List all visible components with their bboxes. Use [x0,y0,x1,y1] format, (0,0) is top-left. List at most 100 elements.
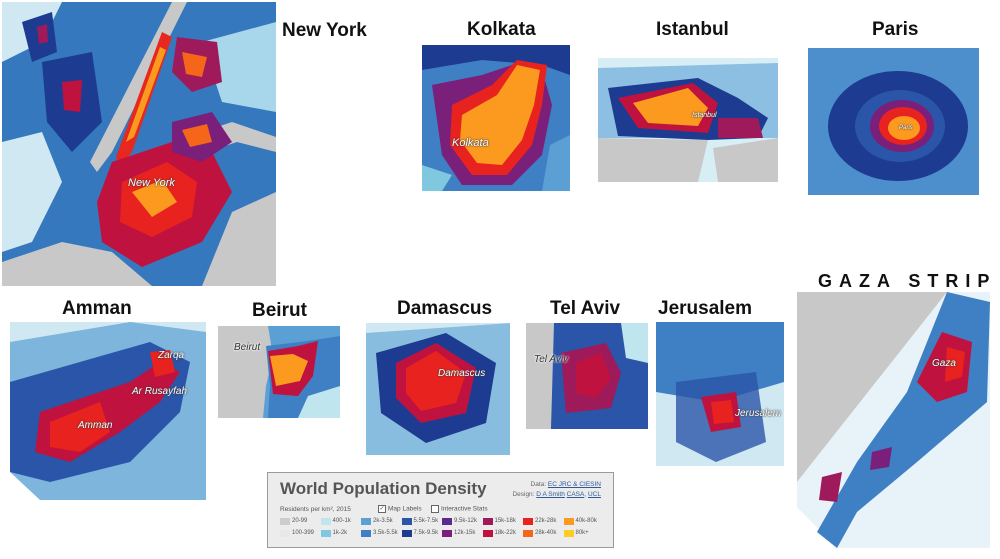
legend-class-2: 400-1k [320,518,351,525]
legend-swatch [320,518,331,525]
map-label-amman: Amman [78,420,113,431]
beirut-density-svg [218,326,340,418]
legend-class-label: 28k-40k [535,530,557,536]
map-label-paris: Paris [899,125,913,131]
legend-class-label: 80k+ [575,530,589,536]
legend-swatch [482,518,493,525]
map-label-damascus: Damascus [438,368,486,379]
title-kolkata: Kolkata [467,19,536,40]
tel-aviv-density-svg [526,323,648,429]
design-org1-link[interactable]: CASA [566,491,585,498]
paris-density-svg [808,48,979,195]
legend-class-8: 9.5k-12k [442,518,477,525]
legend-swatch [401,518,412,525]
title-tel-aviv: Tel Aviv [550,298,621,319]
legend-class-14: 40k-80k [563,518,597,525]
legend-class-label: 1k-2k [332,530,348,536]
legend-class-4: 2k-3.5k [361,518,393,525]
legend-class-9: 12k-15k [442,530,475,537]
legend-class-label: 100-399 [292,530,315,536]
map-label-jerusalem: Jerusalem [735,408,782,419]
interactive-stats-label: Interactive Stats [441,505,488,513]
legend-swatch [361,518,371,525]
legend-class-label: 40k-80k [575,518,597,524]
legend-class-label: 9.5k-12k [454,518,478,524]
map-gaza-strip[interactable] [797,292,990,548]
legend-class-1: 100-399 [280,530,314,537]
damascus-density-svg [366,323,510,455]
legend-swatch [280,518,290,525]
title-amman: Amman [62,298,132,319]
legend-class-6: 5.5k-7.5k [401,518,439,525]
map-label-istanbul: Istanbul [692,112,717,119]
map-tel-aviv[interactable] [526,323,648,429]
title-jerusalem: Jerusalem [658,298,753,319]
design-author-link[interactable]: D A Smith [536,491,565,498]
design-label: Design: [512,491,535,498]
map-new-york[interactable] [2,2,276,286]
title-damascus: Damascus [397,298,493,319]
checkbox-checked-icon: ✓ [378,505,386,513]
legend-swatch [442,530,452,537]
legend-class-11: 18k-22k [482,530,516,537]
legend-swatch [482,530,493,537]
title-gaza-strip: GAZA STRIP [818,271,997,291]
amman-density-svg [10,322,206,500]
legend-swatch [563,530,574,537]
map-label-new-york: New York [128,177,175,189]
map-labels-label: Map Labels [388,505,422,513]
legend-swatch [523,530,533,537]
map-label-tel-aviv: Tel Aviv [534,354,569,365]
legend-subtitle: Residents per km², 2015 [280,506,351,513]
interactive-stats-checkbox[interactable]: Interactive Stats [431,505,488,513]
map-label-gaza: Gaza [932,358,956,369]
map-labels-checkbox[interactable]: ✓ Map Labels [378,505,422,513]
legend-class-label: 18k-22k [494,530,516,536]
title-new-york: New York [282,20,367,41]
legend-class-label: 3.5k-5.5k [373,530,398,536]
map-label-kolkata: Kolkata [452,137,489,149]
legend-panel: World Population Density Data: EC JRC & … [267,472,614,548]
map-kolkata[interactable] [422,45,570,191]
title-istanbul: Istanbul [656,19,729,40]
istanbul-density-svg [598,58,778,182]
legend-class-label: 400-1k [332,518,351,524]
data-source-link[interactable]: EC JRC & CIESIN [547,481,601,488]
legend-class-label: 22k-28k [535,518,557,524]
legend-class-5: 3.5k-5.5k [361,530,398,537]
map-damascus[interactable] [366,323,510,455]
legend-class-3: 1k-2k [320,530,348,537]
new-york-density-svg [2,2,276,286]
legend-swatch [442,518,452,525]
legend-class-label: 20-99 [292,518,308,524]
map-label-ar-rusayfah: Ar Rusayfah [132,386,188,397]
legend-class-label: 2k-3.5k [373,518,393,524]
title-paris: Paris [872,19,919,40]
data-label: Data: [530,481,547,488]
map-istanbul[interactable] [598,58,778,182]
legend-swatch [361,530,371,537]
legend-class-label: 12k-15k [454,530,476,536]
kolkata-density-svg [422,45,570,191]
legend-title: World Population Density [280,479,487,498]
jerusalem-density-svg [656,322,784,466]
design-org2-link[interactable]: UCL [587,491,601,498]
map-jerusalem[interactable] [656,322,784,466]
legend-class-7: 7.5k-9.5k [401,530,438,537]
map-paris[interactable] [808,48,979,195]
legend-data-source: Data: EC JRC & CIESIN [531,481,601,488]
legend-swatch [401,530,412,537]
map-label-zarqa: Zarqa [158,350,185,361]
gaza-density-svg [797,292,990,548]
map-amman[interactable] [10,322,206,500]
legend-class-label: 15k-18k [494,518,516,524]
legend-class-15: 80k+ [563,530,589,537]
legend-class-12: 22k-28k [523,518,556,525]
legend-design-credit: Design: D A Smith CASA, UCL [512,491,601,498]
legend-class-13: 28k-40k [523,530,556,537]
legend-class-10: 15k-18k [482,518,516,525]
map-beirut[interactable] [218,326,340,418]
checkbox-unchecked-icon [431,505,439,513]
legend-swatch [280,530,290,537]
legend-class-label: 5.5k-7.5k [413,518,439,524]
